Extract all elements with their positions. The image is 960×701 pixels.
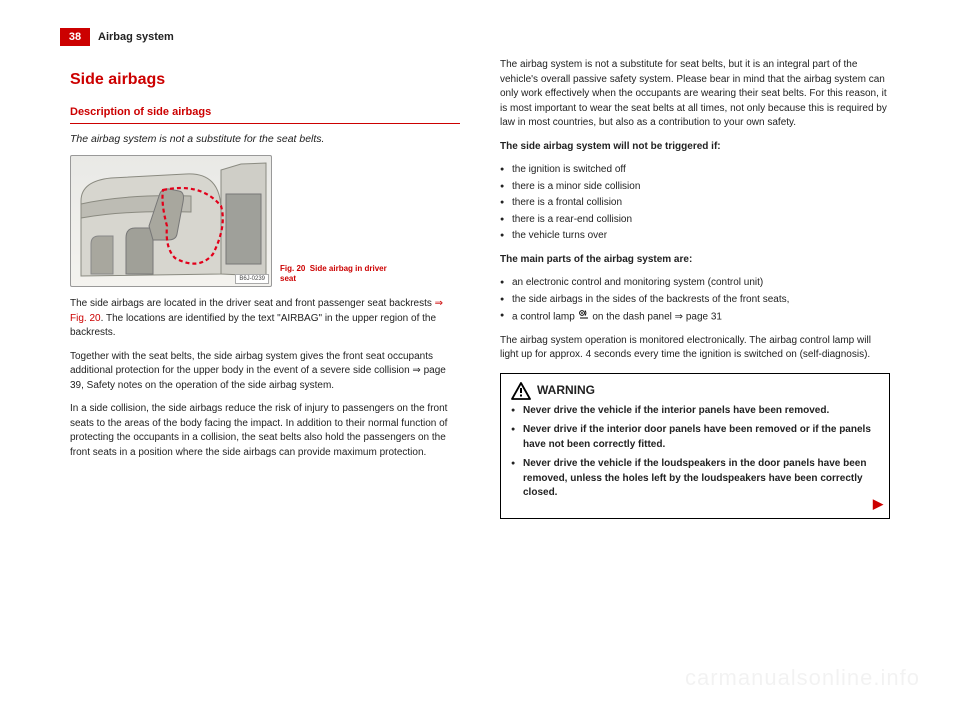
warning-header: WARNING <box>511 382 879 400</box>
list-item: the ignition is switched off <box>500 163 890 178</box>
warning-list: Never drive the vehicle if the interior … <box>511 404 879 501</box>
page-header: 38 Airbag system <box>70 28 890 46</box>
page-number: 38 <box>60 28 90 46</box>
not-triggered-list: the ignition is switched off there is a … <box>500 163 890 244</box>
list-item: Never drive if the interior door panels … <box>511 423 879 452</box>
list-item: a control lamp on the dash panel ⇒ page … <box>500 309 890 325</box>
right-column: The airbag system is not a substitute fo… <box>500 58 890 519</box>
manual-page: 38 Airbag system Side airbags Descriptio… <box>0 0 960 701</box>
main-parts-heading: The main parts of the airbag system are: <box>500 253 890 268</box>
list-item: there is a frontal collision <box>500 196 890 211</box>
list-item: the vehicle turns over <box>500 229 890 244</box>
warning-box: WARNING Never drive the vehicle if the i… <box>500 373 890 519</box>
figure-code: B6J-0239 <box>235 274 269 285</box>
continue-arrow-icon: ▶ <box>873 495 883 514</box>
list-item: Never drive the vehicle if the loudspeak… <box>511 457 879 501</box>
list-item: the side airbags in the sides of the bac… <box>500 293 890 308</box>
lamp-text-b: on the dash panel ⇒ page 31 <box>590 311 722 322</box>
lead-sentence: The airbag system is not a substitute fo… <box>70 132 460 147</box>
section-heading: Side airbags <box>70 68 460 91</box>
left-column: Side airbags Description of side airbags… <box>70 58 460 519</box>
left-paragraph-2: Together with the seat belts, the side a… <box>70 350 460 394</box>
left-paragraph-3: In a side collision, the side airbags re… <box>70 402 460 460</box>
not-triggered-heading: The side airbag system will not be trigg… <box>500 140 890 155</box>
section-rule <box>70 123 460 124</box>
figure-illustration: B6J-0239 <box>70 155 272 287</box>
figure-caption-label: Fig. 20 <box>280 264 305 273</box>
figure-row: B6J-0239 Fig. 20 Side airbag in driver s… <box>70 155 460 287</box>
header-section-title: Airbag system <box>98 28 174 46</box>
warning-title: WARNING <box>537 382 595 399</box>
main-parts-list: an electronic control and monitoring sys… <box>500 276 890 325</box>
list-item: an electronic control and monitoring sys… <box>500 276 890 291</box>
right-paragraph-1: The airbag system is not a substitute fo… <box>500 58 890 131</box>
lamp-text-a: a control lamp <box>512 311 578 322</box>
list-item: Never drive the vehicle if the interior … <box>511 404 879 419</box>
right-paragraph-2: The airbag system operation is monitored… <box>500 334 890 363</box>
subsection-heading: Description of side airbags <box>70 105 460 121</box>
figure-caption: Fig. 20 Side airbag in driver seat <box>280 264 390 287</box>
left-paragraph-1: The side airbags are located in the driv… <box>70 297 460 341</box>
p1-part-a: The side airbags are located in the driv… <box>70 298 435 309</box>
airbag-lamp-icon <box>578 309 590 325</box>
list-item: there is a minor side collision <box>500 180 890 195</box>
p1-part-b: . The locations are identified by the te… <box>70 313 436 339</box>
content-columns: Side airbags Description of side airbags… <box>70 58 890 519</box>
watermark-text: carmanualsonline.info <box>685 665 920 691</box>
warning-triangle-icon <box>511 382 531 400</box>
seat-airbag-illustration-svg <box>71 156 271 286</box>
list-item: there is a rear-end collision <box>500 213 890 228</box>
